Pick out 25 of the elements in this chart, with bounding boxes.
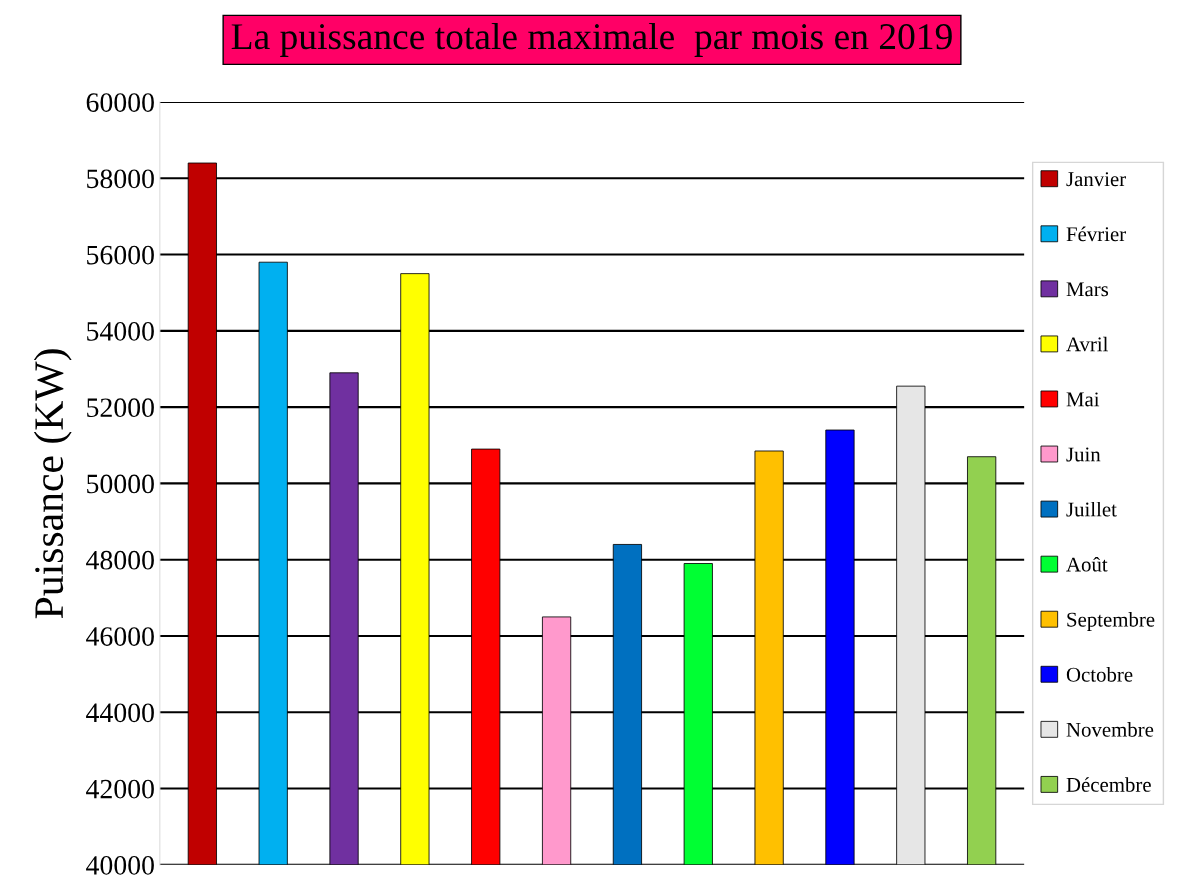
y-tick-label: 52000	[87, 398, 154, 418]
y-tick-label: 46000	[86, 627, 154, 646]
y-tick-label: 42000	[86, 779, 154, 799]
y-tick-label: 40000	[86, 855, 154, 875]
legend-label: Octobre	[1066, 667, 1133, 682]
legend-label: Mars	[1066, 282, 1109, 297]
y-tick-label: 56000	[87, 245, 154, 265]
legend-label: Septembre	[1067, 612, 1155, 631]
y-tick-label: 60000	[86, 93, 154, 112]
legend-label: Juillet	[1066, 501, 1117, 517]
y-tick-label: 54000	[87, 322, 154, 341]
y-tick-label: 48000	[86, 550, 154, 570]
y-tick-label: 44000	[86, 703, 154, 723]
chart-title: La puissance totale maximale par mois en 2019	[231, 22, 952, 57]
y-tick-label: 58000	[87, 169, 154, 189]
legend-label: Novembre	[1066, 722, 1154, 737]
legend-label: Août	[1066, 556, 1108, 572]
legend-label: Juin	[1066, 447, 1101, 462]
legend-label: Mai	[1066, 392, 1100, 407]
legend-label: Décembre	[1066, 777, 1151, 792]
legend-label: Avril	[1066, 336, 1108, 352]
y-axis-title: Puissance (KW)	[33, 349, 72, 619]
y-tick-label: 50000	[87, 474, 154, 494]
legend-label: Février	[1066, 226, 1126, 242]
legend-label: Janvier	[1066, 172, 1126, 187]
